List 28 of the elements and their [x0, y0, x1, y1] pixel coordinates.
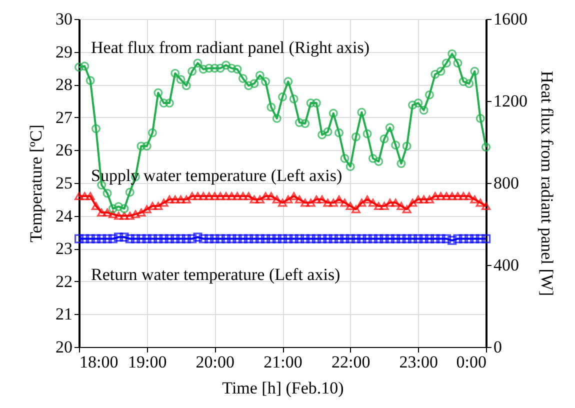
series-label: Heat flux from radiant panel (Right axis)	[91, 38, 370, 57]
y-tick-label: 23	[56, 239, 72, 258]
y-axis-title: Temperature [ºC]	[26, 124, 46, 242]
x-tick-label: 0:00	[456, 352, 486, 372]
y-tick-label: 30	[56, 10, 72, 28]
x-tick-label: 21:00	[264, 352, 302, 372]
y2-tick-label: 1200	[494, 92, 528, 110]
y-tick-label: 20	[56, 338, 72, 356]
x-tick-label: 22:00	[331, 352, 370, 372]
y2-axis-title: Heat flux from radiant panel [W]	[538, 70, 556, 296]
x-tick-label: 23:00	[399, 352, 438, 372]
y-tick-label: 27	[56, 108, 73, 127]
x-tick-label: 18:00	[80, 352, 118, 372]
y-tick-label: 29	[56, 42, 72, 62]
y2-tick-label: 400	[494, 256, 519, 274]
y-tick-label: 26	[56, 140, 72, 160]
x-axis-title: Time [h] (Feb.10)	[222, 378, 344, 398]
y-tick-label: 25	[56, 174, 72, 192]
y-tick-label: 21	[56, 304, 72, 324]
y-tick-label: 28	[56, 75, 72, 94]
y2-tick-label: 1600	[494, 10, 528, 28]
x-tick-label: 20:00	[196, 352, 235, 372]
series-label: Return water temperature (Left axis)	[91, 265, 340, 284]
y-tick-label: 24	[56, 206, 73, 226]
y2-tick-label: 0	[494, 338, 502, 356]
y-tick-label: 22	[56, 272, 72, 291]
x-tick-label: 19:00	[128, 352, 167, 372]
y2-tick-label: 800	[494, 174, 519, 192]
